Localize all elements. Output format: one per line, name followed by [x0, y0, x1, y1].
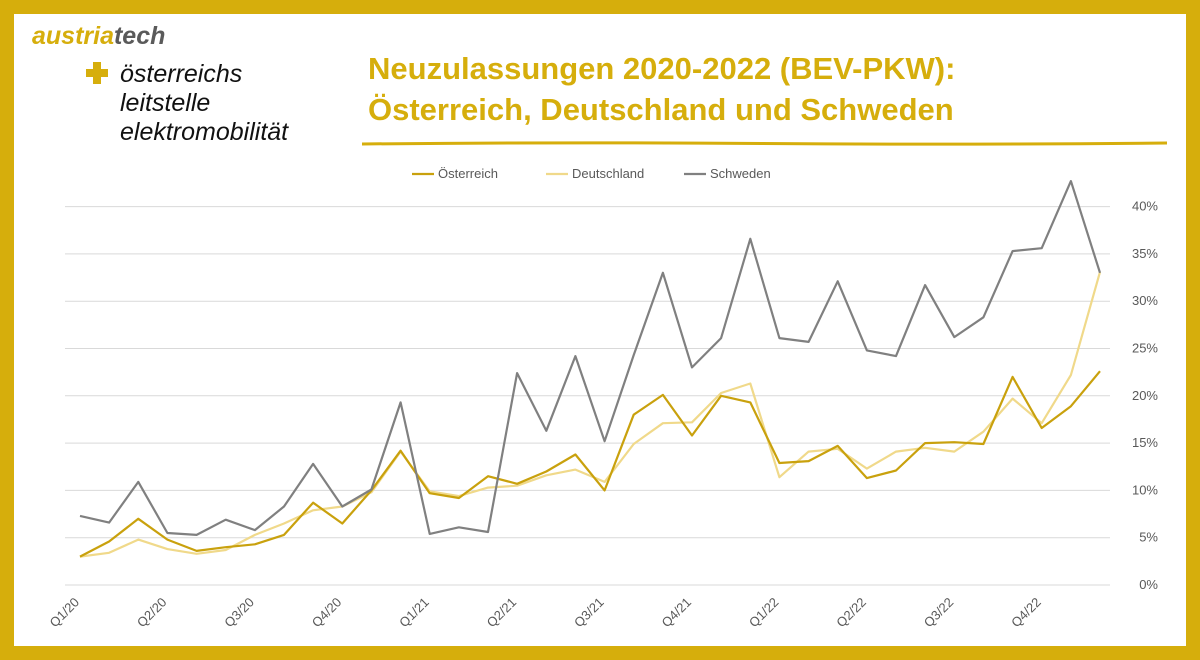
y-tick-label: 20%	[1132, 388, 1158, 403]
y-tick-label: 40%	[1132, 199, 1158, 214]
y-tick-label: 5%	[1139, 530, 1158, 545]
y-tick-label: 30%	[1132, 293, 1158, 308]
y-tick-label: 25%	[1132, 341, 1158, 356]
x-tick-label: Q3/21	[571, 595, 607, 631]
x-tick-label: Q1/22	[746, 595, 782, 631]
chart-title-line1: Neuzulassungen 2020-2022 (BEV-PKW):	[368, 51, 956, 86]
y-tick-label: 15%	[1132, 435, 1158, 450]
grid-lines	[65, 206, 1110, 586]
series-line-oesterreich	[79, 370, 1101, 558]
x-tick-label: Q4/22	[1008, 595, 1044, 631]
y-tick-label: 10%	[1132, 482, 1158, 497]
plus-icon	[86, 62, 108, 84]
x-tick-label: Q2/20	[134, 595, 170, 631]
x-tick-label: Q2/21	[484, 595, 520, 631]
x-tick-label: Q4/21	[658, 595, 694, 631]
austriatech-logo: austriatech	[32, 22, 165, 51]
legend-label: Schweden	[710, 166, 771, 181]
logo-line-3: elektromobilität	[120, 118, 289, 146]
x-tick-label: Q3/20	[221, 595, 257, 631]
legend-label: Deutschland	[572, 166, 644, 181]
chart-title-line2: Österreich, Deutschland und Schweden	[368, 92, 954, 127]
series-line-schweden	[79, 180, 1102, 537]
legend: Österreich Deutschland Schweden	[412, 166, 771, 181]
logo-line-2: leitstelle	[120, 89, 211, 117]
x-tick-label: Q4/20	[309, 595, 345, 631]
legend-label: Österreich	[438, 166, 498, 181]
x-tick-label: Q1/20	[46, 595, 82, 631]
logo-brand-part2: tech	[113, 22, 166, 50]
x-axis-ticks: Q1/20 Q2/20 Q3/20 Q4/20 Q1/21 Q2/21 Q3/21 Q4/21…	[46, 595, 1043, 631]
x-tick-label: Q1/21	[396, 595, 432, 631]
x-tick-label: Q2/22	[833, 595, 869, 631]
y-tick-label: 35%	[1132, 246, 1158, 261]
title-underline	[362, 141, 1167, 146]
y-axis-ticks: 0% 5% 10% 15% 20% 25% 30% 35% 40%	[1132, 199, 1158, 592]
logo-line-1: österreichs	[120, 60, 243, 88]
x-tick-label: Q3/22	[921, 595, 957, 631]
y-tick-label: 0%	[1139, 577, 1158, 592]
chart-title: Neuzulassungen 2020-2022 (BEV-PKW): Öste…	[368, 48, 1148, 130]
logo-brand-part1: austria	[32, 22, 114, 50]
series-lines	[79, 180, 1102, 558]
series-line-deutschland	[79, 271, 1102, 558]
